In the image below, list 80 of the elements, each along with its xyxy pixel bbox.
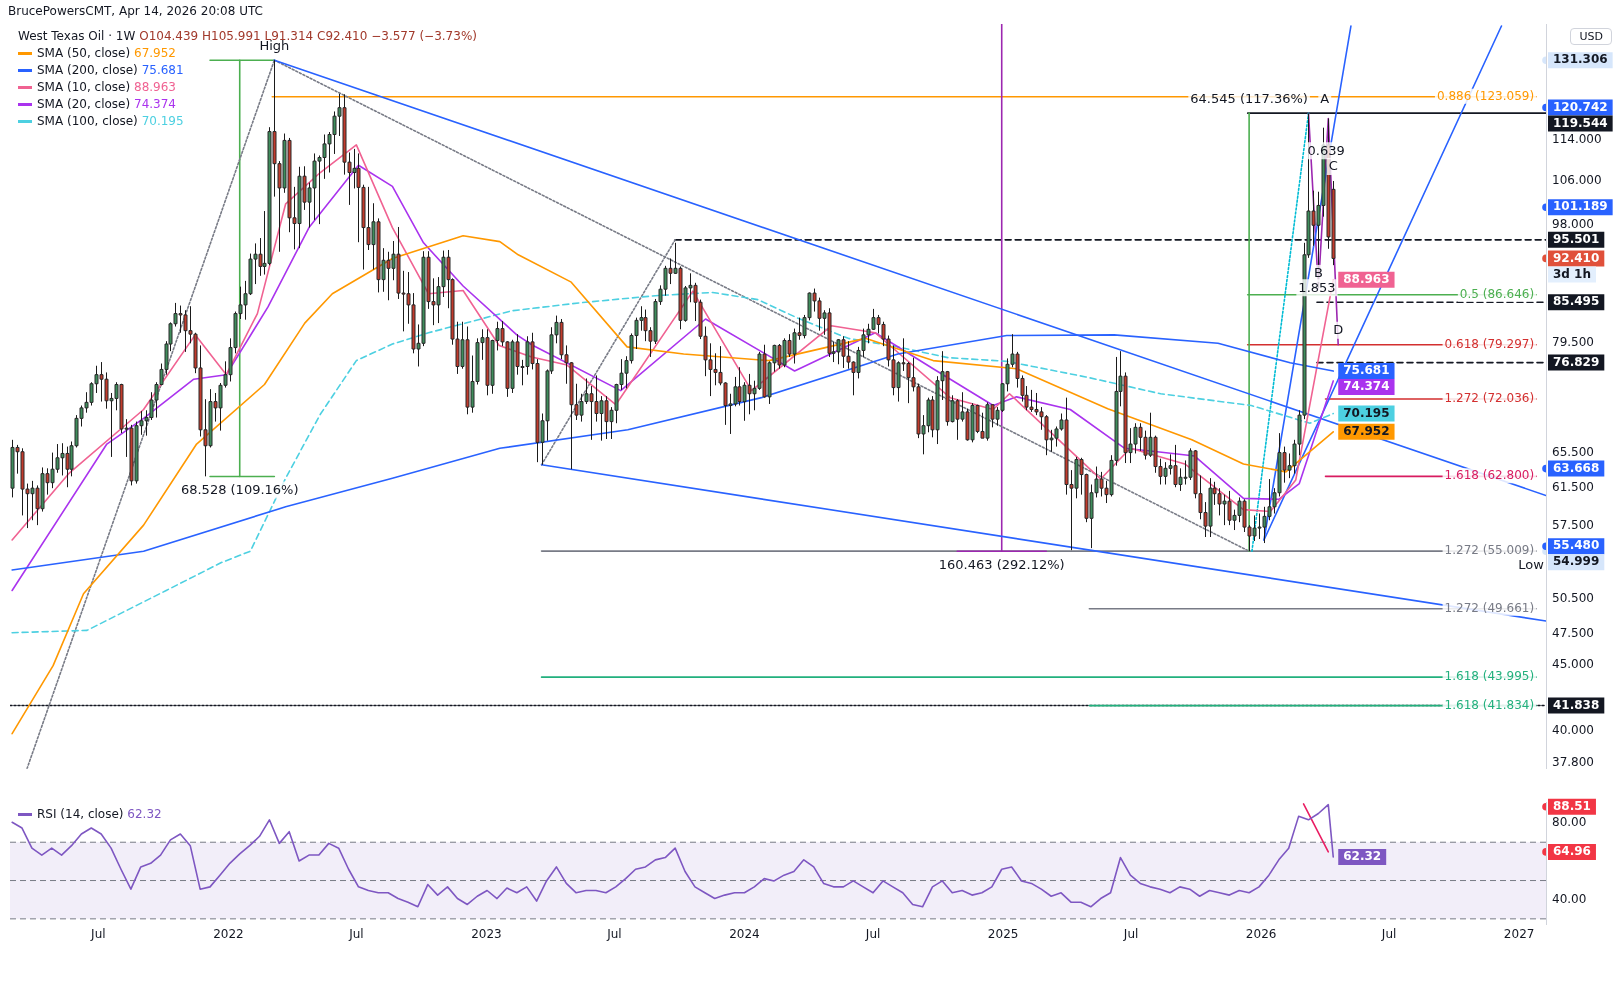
- data-label: 76.829: [1553, 354, 1600, 369]
- data-label: 1.618 (62.800): [1444, 468, 1535, 483]
- text: 75.681: [141, 63, 184, 77]
- data-label: 1.618 (41.834): [1444, 697, 1535, 712]
- legend-label: SMA (10, close): [37, 80, 131, 94]
- annotation: A: [1320, 90, 1330, 106]
- data-label: 54.999: [1553, 554, 1600, 569]
- data-label: 1.618 (43.995): [1444, 669, 1535, 684]
- legend-label: SMA (200, close): [37, 63, 138, 77]
- text: 67.952: [134, 46, 176, 60]
- data-label: 119.544: [1553, 115, 1608, 130]
- data-label: 0.886 (123.059): [1436, 88, 1535, 103]
- data-label: 55.480: [1553, 538, 1600, 553]
- annotation: Low: [1518, 556, 1545, 572]
- y-tick-label: 98.000: [1552, 217, 1594, 232]
- data-label: 120.742: [1553, 99, 1608, 114]
- annotation: 64.545 (117.36%): [1190, 90, 1308, 106]
- data-label: 85.495: [1553, 294, 1600, 309]
- text: 70.195: [141, 114, 184, 128]
- y-tick-label: 61.500: [1552, 480, 1594, 495]
- y-tick-label: 37.800: [1552, 754, 1594, 769]
- y-tick-label: 114.000: [1552, 132, 1602, 147]
- data-label: 95.501: [1553, 231, 1600, 246]
- y-tick-label: 80.00: [1552, 815, 1587, 830]
- data-label: 74.374: [1343, 379, 1390, 394]
- data-label: 64.96: [1553, 844, 1591, 859]
- data-label: 0.618 (79.297): [1444, 336, 1535, 351]
- annotation: 0.639: [1307, 142, 1345, 158]
- y-tick-label: 45.000: [1552, 656, 1594, 671]
- data-label: 67.952: [1343, 423, 1390, 438]
- x-tick-label: 2023: [471, 926, 502, 941]
- data-label: 131.306: [1553, 52, 1608, 67]
- annotation: C: [1328, 158, 1338, 174]
- y-tick-label: 47.500: [1552, 626, 1594, 641]
- y-tick-label: 65.500: [1552, 444, 1594, 459]
- x-tick-label: Jul: [348, 926, 364, 941]
- annotation: 160.463 (292.12%): [938, 556, 1065, 572]
- data-label: 62.32: [1343, 849, 1382, 864]
- annotation: D: [1333, 322, 1344, 338]
- data-label: 1.272 (55.009): [1444, 543, 1535, 558]
- data-label: 75.681: [1343, 363, 1390, 378]
- data-label: 0.5 (86.646): [1459, 286, 1535, 301]
- x-tick-label: Jul: [864, 926, 881, 941]
- data-label: 70.195: [1343, 405, 1390, 420]
- y-axis-title: USD: [1570, 28, 1612, 45]
- annotation: 3d 1h: [1553, 266, 1592, 281]
- text: 74.374: [134, 97, 176, 111]
- data-label: 92.410: [1553, 250, 1600, 265]
- x-tick-label: 2026: [1245, 926, 1277, 941]
- data-label: 101.189: [1553, 199, 1608, 214]
- data-label: 1.272 (72.036): [1444, 391, 1535, 406]
- y-tick-label: 106.000: [1552, 173, 1602, 188]
- x-tick-label: Jul: [1122, 926, 1139, 941]
- data-label: 63.668: [1553, 460, 1600, 475]
- annotation: B: [1313, 265, 1323, 281]
- x-tick-label: 2025: [987, 926, 1019, 941]
- x-tick-label: 2027: [1503, 926, 1535, 941]
- x-tick-label: Jul: [90, 926, 106, 941]
- y-tick-label: 57.500: [1552, 518, 1594, 533]
- chart-title: West Texas Oil · 1W: [18, 29, 136, 43]
- x-tick-label: Jul: [606, 926, 622, 941]
- x-tick-label: 2022: [213, 926, 244, 941]
- x-tick-label: 2024: [729, 926, 760, 941]
- annotation: 68.528 (109.16%): [180, 481, 299, 497]
- text: 62.32: [127, 807, 162, 821]
- data-label: 88.51: [1553, 798, 1591, 813]
- legend-label: SMA (50, close): [37, 46, 131, 60]
- data-label: 1.272 (49.661): [1444, 600, 1535, 615]
- y-tick-label: 79.500: [1552, 335, 1594, 350]
- legend-label: RSI (14, close): [37, 807, 124, 821]
- x-tick-label: Jul: [1380, 926, 1397, 941]
- y-tick-label: 50.500: [1552, 591, 1594, 606]
- data-label: 88.963: [1343, 271, 1390, 286]
- y-tick-label: 40.000: [1552, 723, 1594, 737]
- legend-label: SMA (100, close): [37, 114, 138, 128]
- legend-label: SMA (20, close): [37, 97, 131, 111]
- text: BrucePowersCMT, Apr 14, 2026 20:08 UTC: [8, 4, 263, 18]
- text: 88.963: [134, 80, 176, 94]
- data-label: 41.838: [1553, 697, 1600, 712]
- y-tick-label: 40.00: [1552, 891, 1587, 906]
